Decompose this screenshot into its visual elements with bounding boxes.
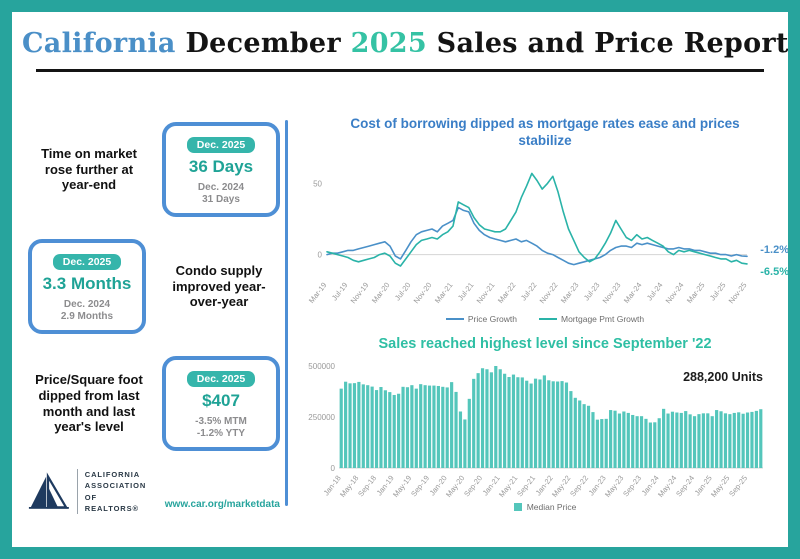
dec-2025-pill: Dec. 2025: [52, 254, 122, 270]
svg-text:Jul-21: Jul-21: [456, 280, 476, 302]
svg-text:Sep-21: Sep-21: [515, 473, 537, 498]
svg-text:Jul-24: Jul-24: [645, 280, 665, 302]
dec-2025-pill: Dec. 2025: [186, 137, 256, 153]
svg-text:Sep-24: Sep-24: [674, 473, 696, 498]
stat-prior-label: Dec. 2024: [197, 182, 245, 193]
stat-prior-value: 2.9 Months: [60, 311, 114, 322]
svg-text:May-22: May-22: [550, 473, 572, 498]
stat-row-time-on-market: Time on market rose further at year-end …: [28, 122, 280, 217]
svg-text:Nov-24: Nov-24: [664, 280, 686, 305]
stat-desc-time-on-market: Time on market rose further at year-end: [41, 146, 137, 193]
svg-text:Sep-18: Sep-18: [356, 473, 378, 498]
svg-text:Nov-19: Nov-19: [349, 280, 371, 305]
svg-text:Mar-20: Mar-20: [370, 280, 392, 304]
svg-text:Sep-20: Sep-20: [462, 473, 484, 498]
svg-text:Mar-21: Mar-21: [433, 280, 455, 304]
legend-item-mortgage-growth: Mortgage Pmt Growth: [538, 313, 645, 324]
left-stats-column: Time on market rose further at year-end …: [28, 114, 280, 514]
line-chart-title: Cost of borrowing dipped as mortgage rat…: [350, 116, 740, 148]
title-word-california: California: [22, 28, 176, 59]
svg-text:Mar-25: Mar-25: [685, 280, 707, 304]
svg-text:Mar-19: Mar-19: [307, 280, 329, 304]
title-underline: [36, 69, 764, 72]
svg-text:Jul-25: Jul-25: [708, 280, 728, 302]
stat-row-condo-supply: Dec. 2025 3.3 Months Dec. 2024 2.9 Month…: [28, 239, 280, 334]
svg-text:Sep-25: Sep-25: [727, 473, 749, 498]
svg-text:0: 0: [331, 464, 336, 473]
bar-chart: 0250000500000Jan-18May-18Sep-18Jan-19May…: [308, 362, 763, 499]
report-title: California December 2025 Sales and Price…: [22, 28, 788, 59]
svg-text:May-24: May-24: [656, 473, 678, 498]
stat-yty-change: -1.2% YTY: [196, 428, 246, 439]
line-chart-area: 0 50 Mar-19 Jul-19 Nov-19 Mar-20 Jul-20 Nov-20 M…: [301, 154, 789, 324]
title-word-december: December: [185, 28, 341, 59]
median-price-swatch: [513, 502, 522, 511]
stat-card-price-per-sqft: Dec. 2025 $407 -3.5% MTM -1.2% YTY: [162, 356, 280, 451]
stat-current-value: $407: [202, 391, 240, 410]
svg-text:Nov-25: Nov-25: [727, 280, 749, 305]
svg-text:May-20: May-20: [444, 473, 466, 498]
stat-desc-condo-supply: Condo supply improved year-over-year: [172, 263, 266, 310]
svg-text:Mar-23: Mar-23: [559, 280, 581, 304]
price-growth-end-label: -1.2%: [760, 243, 789, 256]
svg-text:Jul-19: Jul-19: [330, 280, 350, 302]
bar-chart-title: Sales reached highest level since Septem…: [378, 335, 712, 352]
vertical-divider: [285, 120, 288, 506]
legend-label: Median Price: [526, 501, 577, 512]
units-annotation: 288,200 Units: [683, 369, 763, 384]
stat-card-condo-supply: Dec. 2025 3.3 Months Dec. 2024 2.9 Month…: [28, 239, 146, 334]
svg-text:Nov-21: Nov-21: [475, 280, 497, 305]
stat-current-value: 36 Days: [188, 157, 254, 176]
svg-text:Mar-24: Mar-24: [622, 280, 644, 304]
mortgage-growth-line-swatch: [538, 317, 557, 320]
svg-text:250000: 250000: [308, 413, 335, 422]
svg-text:50: 50: [313, 179, 322, 188]
footer: CALIFORNIA ASSOCIATION OF REALTORS® www.…: [28, 469, 280, 514]
stat-card-time-on-market: Dec. 2025 36 Days Dec. 2024 31 Days: [162, 122, 280, 217]
mortgage-growth-end-label: -6.5%: [760, 265, 789, 278]
legend-item-price-growth: Price Growth: [445, 313, 517, 324]
org-line: ASSOCIATION: [84, 481, 147, 491]
bar-chart-area: 0 250000 500000 Jan-18 May-18 Sep-18 Jan-19 May…: [301, 354, 788, 512]
line-chart-legend: Price Growth Mortgage Pmt Growth: [301, 313, 788, 324]
svg-text:Sep-22: Sep-22: [568, 473, 590, 498]
title-word-year: 2025: [350, 28, 427, 59]
svg-text:Nov-20: Nov-20: [412, 280, 434, 305]
org-name: CALIFORNIA ASSOCIATION OF REALTORS®: [76, 469, 148, 514]
stat-mtm-change: -3.5% MTM: [195, 416, 247, 427]
svg-text:May-21: May-21: [497, 473, 519, 498]
svg-text:Jul-20: Jul-20: [393, 280, 413, 302]
svg-text:500000: 500000: [308, 362, 335, 371]
stat-current-value: 3.3 Months: [42, 274, 132, 293]
svg-text:May-19: May-19: [391, 473, 413, 498]
car-logo: [28, 471, 69, 509]
bar-chart-legend: Median Price: [301, 501, 788, 512]
org-line: OF REALTORS®: [84, 492, 139, 513]
marketdata-url[interactable]: www.car.org/marketdata: [164, 499, 280, 510]
price-growth-line-swatch: [445, 317, 464, 320]
svg-text:0: 0: [318, 250, 323, 259]
svg-text:Jul-23: Jul-23: [582, 280, 602, 302]
svg-text:Mar-22: Mar-22: [496, 280, 518, 304]
svg-text:Sep-23: Sep-23: [621, 473, 643, 498]
svg-text:May-25: May-25: [709, 473, 731, 498]
svg-text:Sep-19: Sep-19: [409, 473, 431, 498]
org-line: CALIFORNIA: [84, 470, 141, 479]
svg-text:May-23: May-23: [603, 473, 625, 498]
legend-label: Mortgage Pmt Growth: [560, 313, 645, 324]
stat-desc-price-per-sqft: Price/Square foot dipped from last month…: [35, 372, 143, 435]
stat-row-price-per-sqft: Price/Square foot dipped from last month…: [28, 356, 280, 451]
svg-text:Nov-22: Nov-22: [538, 280, 560, 305]
svg-text:May-18: May-18: [338, 473, 360, 498]
title-word-rest: Sales and Price Report: [436, 28, 789, 59]
legend-label: Price Growth: [467, 313, 517, 324]
right-charts-column: Cost of borrowing dipped as mortgage rat…: [301, 116, 789, 512]
stat-prior-value: 31 Days: [202, 194, 240, 205]
stat-prior-label: Dec. 2024: [63, 299, 111, 310]
svg-text:Jul-22: Jul-22: [519, 280, 539, 302]
dec-2025-pill: Dec. 2025: [186, 371, 256, 387]
svg-text:Nov-23: Nov-23: [601, 280, 623, 305]
